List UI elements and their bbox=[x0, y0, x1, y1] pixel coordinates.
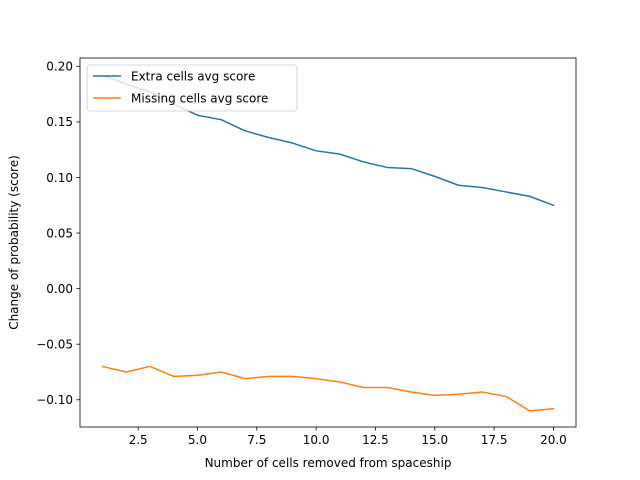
x-tick-label: 15.0 bbox=[421, 433, 448, 447]
plot-frame bbox=[79, 57, 577, 428]
x-axis-label: Number of cells removed from spaceship bbox=[205, 456, 452, 470]
y-tick-label: −0.10 bbox=[36, 393, 73, 407]
y-tick-label: 0.10 bbox=[46, 171, 73, 185]
y-axis-label: Change of probability (score) bbox=[7, 155, 21, 330]
series-line-2 bbox=[101, 365, 555, 412]
y-tick-label: 0.15 bbox=[46, 115, 73, 129]
y-tick-label: 0.20 bbox=[46, 60, 73, 74]
x-tick-label: 20.0 bbox=[540, 433, 567, 447]
x-axis: 2.5 5.0 7.5 10.0 12.5 15.0 17.5 20.0 bbox=[129, 427, 567, 447]
legend-label-2: Missing cells avg score bbox=[131, 91, 268, 105]
legend-box bbox=[86, 64, 298, 112]
legend-label-1: Extra cells avg score bbox=[131, 69, 255, 83]
x-tick-label: 10.0 bbox=[303, 433, 330, 447]
x-tick-label: 7.5 bbox=[247, 433, 266, 447]
y-axis: −0.10 −0.05 0.00 0.05 0.10 0.15 0.20 bbox=[36, 60, 80, 407]
y-tick-label: −0.05 bbox=[36, 337, 73, 351]
plot-area bbox=[80, 58, 576, 427]
x-tick-label: 12.5 bbox=[362, 433, 389, 447]
x-tick-label: 2.5 bbox=[129, 433, 148, 447]
y-tick-label: 0.00 bbox=[46, 282, 73, 296]
x-tick-label: 17.5 bbox=[481, 433, 508, 447]
x-tick-label: 5.0 bbox=[188, 433, 207, 447]
legend: Extra cells avg score Missing cells avg s… bbox=[86, 64, 298, 112]
y-tick-label: 0.05 bbox=[46, 226, 73, 240]
